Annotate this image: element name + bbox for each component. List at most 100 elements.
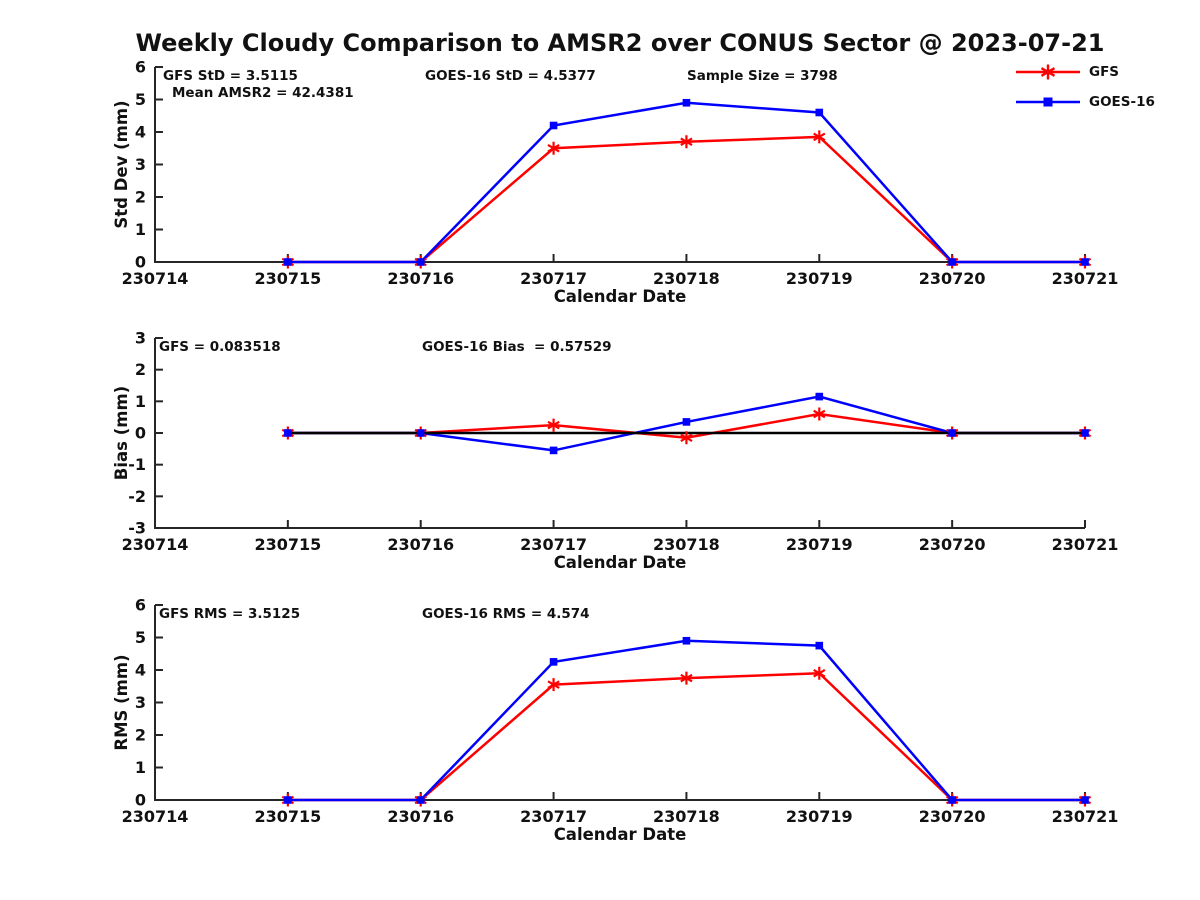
- data-marker-square-goes-16: [815, 641, 824, 650]
- annotation: GFS = 0.083518: [159, 339, 281, 355]
- x-tick-label: 230717: [520, 269, 587, 288]
- y-tick-label: 1: [135, 220, 146, 239]
- annotation: GOES-16 Bias = 0.57529: [422, 339, 612, 355]
- x-tick-label: 230721: [1052, 535, 1119, 554]
- x-tick-label: 230719: [786, 269, 853, 288]
- y-tick-label: 4: [135, 661, 146, 680]
- x-tick-label: 230720: [919, 807, 986, 826]
- y-tick-label: 0: [135, 424, 146, 443]
- x-tick-label: 230714: [122, 807, 189, 826]
- data-marker-square-goes-16: [416, 429, 425, 437]
- data-marker-star-gfs: [813, 407, 826, 421]
- annotation: Sample Size = 3798: [687, 68, 838, 84]
- data-marker-square-goes-16: [1081, 429, 1089, 437]
- series-line-goes-16: [287, 639, 1085, 802]
- data-marker-square-goes-16: [948, 429, 956, 437]
- x-tick-label: 230721: [1052, 269, 1119, 288]
- y-tick-label: 0: [135, 253, 146, 272]
- data-marker-square-goes-16: [1081, 258, 1089, 266]
- x-tick-label: 230721: [1052, 807, 1119, 826]
- y-tick-label: 5: [135, 628, 146, 647]
- series-line-gfs: [287, 671, 1085, 802]
- y-tick-label: 0: [135, 791, 146, 810]
- y-tick-label: 6: [135, 58, 146, 77]
- data-marker-square-goes-16: [948, 258, 956, 266]
- y-tick-label: 4: [135, 123, 146, 142]
- data-marker-square-goes-16: [1081, 796, 1089, 804]
- chart-title: Weekly Cloudy Comparison to AMSR2 over C…: [135, 29, 1105, 57]
- data-marker-square-goes-16: [549, 121, 558, 130]
- data-marker-star-gfs: [547, 418, 560, 432]
- x-tick-label: 230720: [919, 269, 986, 288]
- data-marker-square-goes-16: [284, 258, 292, 266]
- x-tick-label: 230715: [254, 807, 321, 826]
- data-marker-star-gfs: [680, 135, 693, 149]
- y-axis-label: Std Dev (mm): [112, 100, 131, 228]
- y-tick-label: -3: [128, 519, 146, 538]
- x-tick-label: 230719: [786, 807, 853, 826]
- y-tick-label: 2: [135, 188, 146, 207]
- data-marker-square-goes-16: [416, 258, 425, 266]
- y-tick-label: 6: [135, 596, 146, 615]
- x-tick-label: 230720: [919, 535, 986, 554]
- data-marker-square-goes-16: [549, 658, 558, 666]
- gfs-line-star-icon: [1016, 64, 1080, 80]
- y-tick-label: -1: [128, 455, 146, 474]
- y-tick-label: 5: [135, 90, 146, 109]
- x-tick-label: 230719: [786, 535, 853, 554]
- y-tick-label: 1: [135, 392, 146, 411]
- data-marker-square-goes-16: [284, 796, 292, 804]
- x-tick-label: 230716: [387, 807, 454, 826]
- data-marker-square-goes-16: [815, 108, 824, 117]
- data-marker-star-gfs: [813, 130, 826, 144]
- data-marker-square-goes-16: [815, 392, 824, 401]
- x-axis-label: Calendar Date: [554, 825, 687, 844]
- subplot-1: 0 1 2 3 4 5 6 230714 230715 230716 230717 230718 230…: [112, 58, 1118, 307]
- subplot-3: 0 1 2 3 4 5 6 230714 230715 230716 230717 230718 230…: [112, 596, 1118, 845]
- data-marker-star-gfs: [813, 666, 826, 680]
- x-tick-label: 230718: [653, 269, 720, 288]
- x-tick-label: 230718: [653, 535, 720, 554]
- data-marker-star-gfs: [547, 141, 560, 155]
- x-tick-label: 230717: [520, 535, 587, 554]
- annotation: GFS RMS = 3.5125: [159, 606, 300, 622]
- x-tick-label: 230717: [520, 807, 587, 826]
- y-tick-label: 3: [135, 693, 146, 712]
- x-tick-label: 230718: [653, 807, 720, 826]
- data-marker-square-goes-16: [682, 418, 691, 426]
- data-marker-square-goes-16: [416, 796, 425, 804]
- annotation: GOES-16 RMS = 4.574: [422, 606, 590, 622]
- annotation: GOES-16 StD = 4.5377: [425, 68, 596, 84]
- y-axis-label: Bias (mm): [112, 386, 131, 480]
- y-tick-label: 3: [135, 329, 146, 348]
- data-marker-star-gfs: [547, 678, 560, 692]
- x-axis-label: Calendar Date: [554, 553, 687, 572]
- legend-label-gfs: GFS: [1089, 64, 1120, 80]
- annotation: GFS StD = 3.5115: [163, 68, 298, 84]
- data-marker-star-gfs: [680, 671, 693, 685]
- x-tick-label: 230714: [122, 269, 189, 288]
- legend-item-gfs: GFS: [1014, 64, 1155, 80]
- x-axis-label: Calendar Date: [554, 287, 687, 306]
- x-tick-label: 230715: [254, 269, 321, 288]
- series-line-gfs: [287, 135, 1085, 264]
- legend: GFS GOES-16: [1014, 64, 1155, 124]
- y-axis-label: RMS (mm): [112, 654, 131, 750]
- goes16-line-square-icon: [1016, 97, 1080, 107]
- x-tick-label: 230715: [254, 535, 321, 554]
- x-tick-label: 230716: [387, 535, 454, 554]
- data-marker-square-goes-16: [948, 796, 956, 804]
- data-marker-square-goes-16: [284, 429, 292, 437]
- subplot-2: -3 -2 -1 0 1 2 3 230714 230715 230716 230717 230718…: [112, 329, 1118, 573]
- y-tick-label: 2: [135, 360, 146, 379]
- data-marker-square-goes-16: [549, 446, 558, 455]
- legend-label-goes16: GOES-16: [1089, 94, 1155, 110]
- legend-item-goes16: GOES-16: [1014, 94, 1155, 110]
- x-tick-label: 230714: [122, 535, 189, 554]
- data-marker-square-goes-16: [682, 636, 691, 645]
- y-tick-label: 3: [135, 155, 146, 174]
- y-tick-label: 2: [135, 726, 146, 745]
- annotation: Mean AMSR2 = 42.4381: [172, 85, 354, 101]
